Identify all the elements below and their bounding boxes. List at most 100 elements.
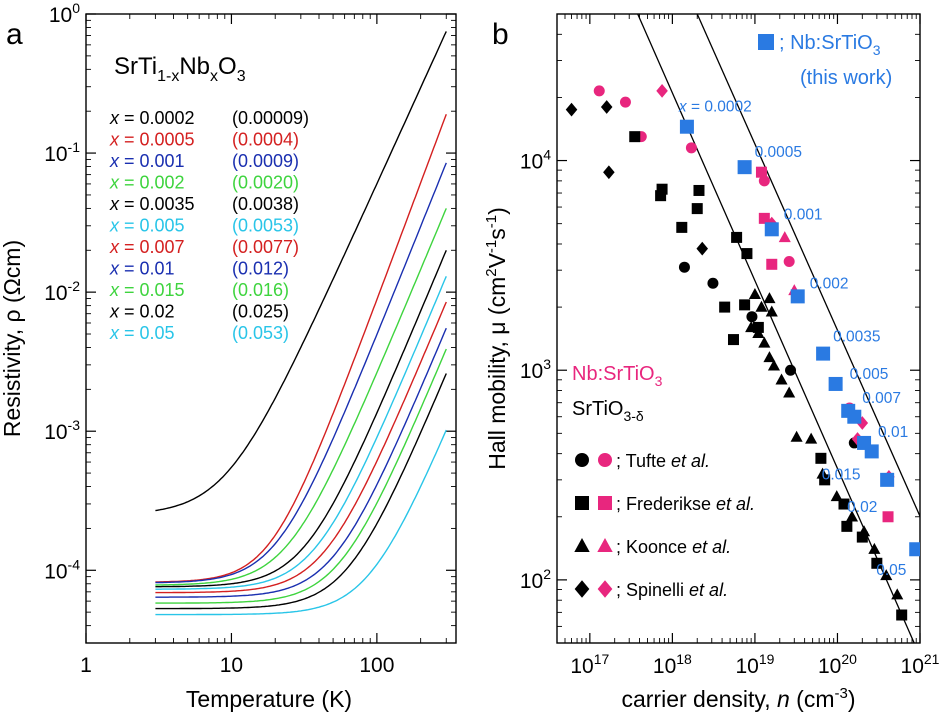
legend-entry: x = 0.0002	[109, 108, 195, 128]
data-point-black-triangle	[783, 386, 796, 398]
panel-label-b: b	[492, 18, 509, 51]
compound-formula: SrTi1-xNbxO3	[114, 53, 246, 85]
legend-entry: x = 0.015	[109, 280, 185, 300]
data-point-pink-diamond	[656, 83, 668, 98]
data-point-black-triangle	[845, 510, 859, 522]
legend-measured: (0.053)	[232, 323, 289, 343]
plot-frame-b	[556, 13, 921, 644]
legend-measured: (0.025)	[232, 302, 289, 322]
data-point-black-triangle	[775, 373, 788, 385]
legend-measured: (0.0053)	[232, 216, 299, 236]
x-axis-label-a: Temperature (K)	[186, 686, 352, 712]
data-point-this-work	[847, 409, 862, 424]
legend-entry: x = 0.0005	[109, 130, 195, 150]
y-tick-label: 104	[520, 147, 551, 174]
x-tick-label: 1018	[653, 651, 692, 678]
legend-measured: (0.0038)	[232, 194, 299, 214]
data-point-pink-circle	[593, 85, 605, 97]
data-point-this-work	[880, 472, 895, 487]
data-point-black-triangle	[745, 321, 758, 333]
data-point-black-diamond	[600, 100, 613, 114]
data-point-black-circle	[678, 261, 690, 273]
fit-line	[637, 14, 915, 643]
y-tick-label: 103	[520, 356, 551, 383]
point-annotation: 0.05	[876, 562, 906, 579]
data-point-black-square	[838, 498, 850, 510]
data-point-this-work	[828, 376, 843, 391]
data-point-black-square	[656, 183, 668, 195]
point-annotation: 0.005	[850, 366, 889, 383]
data-point-pink-circle	[685, 142, 697, 154]
legend-measured: (0.00009)	[232, 108, 309, 128]
label-srtio3-delta: SrTiO3-δ	[572, 398, 644, 424]
data-point-black-circle	[785, 364, 797, 376]
data-point-black-square	[691, 203, 703, 215]
resistivity-curve	[155, 301, 447, 594]
panel-a: 1 10 100 100 10-1 10-2 10-3 10-4 a SrTi1-xNbxO3 x …	[0, 0, 457, 712]
legend-reference: ; Tufte et al.	[616, 451, 710, 471]
x-tick-label: 1	[80, 654, 92, 677]
x-tick-label: 1017	[570, 651, 609, 678]
data-point-black-triangle	[748, 288, 761, 300]
x-tick-label: 100	[359, 654, 394, 677]
point-annotation: 0.0005	[755, 144, 802, 161]
resistivity-curve	[155, 348, 447, 604]
data-layer	[565, 14, 920, 643]
data-point-pink-square	[758, 212, 770, 224]
point-annotation: 0.02	[847, 499, 877, 516]
legend-entry: x = 0.002	[109, 173, 185, 193]
legend-marker-black	[575, 496, 589, 510]
data-point-black-square	[871, 557, 883, 569]
data-point-black-triangle	[763, 351, 776, 363]
data-point-black-square	[815, 452, 827, 464]
resistivity-curve	[155, 250, 447, 588]
data-point-pink-square	[755, 166, 767, 178]
data-point-black-triangle	[767, 359, 780, 371]
data-point-black-triangle	[758, 336, 771, 348]
data-point-black-square	[727, 334, 739, 346]
data-point-black-square	[856, 531, 868, 543]
data-point-this-work	[737, 160, 752, 175]
panel-label-a: a	[6, 18, 23, 51]
data-point-black-triangle	[858, 525, 871, 537]
legend-entry: x = 0.05	[109, 323, 175, 343]
point-annotation: 0.007	[862, 390, 901, 407]
legend-reference: ; Spinelli et al.	[616, 580, 728, 600]
fit-line	[696, 14, 920, 518]
data-point-this-work	[764, 222, 779, 237]
legend-entry: x = 0.02	[109, 302, 175, 322]
point-annotation: 0.002	[810, 275, 849, 292]
data-point-black-triangle	[763, 292, 776, 304]
label-nb-srtio3: Nb:SrTiO3	[572, 363, 663, 389]
legend-marker-pink	[597, 537, 613, 552]
y-axis-label-a: Resistivity, ρ (Ωcm)	[0, 240, 25, 437]
data-point-black-diamond	[565, 102, 578, 117]
resistivity-curve	[155, 208, 447, 586]
legend-marker-pink	[598, 496, 612, 510]
legend-measured: (0.0004)	[232, 130, 299, 150]
x-tick-label: 10	[220, 654, 243, 677]
legend-measured: (0.0009)	[232, 151, 299, 171]
legend-entry: x = 0.0035	[109, 194, 195, 214]
y-tick-label: 10-4	[44, 556, 80, 583]
point-annotation: 0.015	[822, 466, 861, 483]
data-point-pink-circle	[619, 96, 631, 108]
legend-measured: (0.016)	[232, 280, 289, 300]
legend-measured: (0.012)	[232, 259, 289, 279]
legend-measured: (0.0077)	[232, 237, 299, 257]
y-tick-label: 10-1	[44, 139, 80, 166]
data-point-this-work	[679, 119, 694, 134]
data-point-black-triangle	[752, 326, 765, 338]
data-point-black-circle	[707, 277, 719, 289]
data-point-this-work	[790, 289, 805, 304]
data-point-black-triangle	[880, 569, 893, 581]
data-point-black-square	[841, 520, 853, 532]
panel-b: 1017 1018 1019 1020 1021 104 103 102 x = 0.0002 0…	[483, 13, 940, 712]
resistivity-curve	[155, 162, 447, 584]
data-point-this-work	[864, 444, 879, 459]
data-point-black-diamond	[603, 165, 615, 180]
data-point-black-diamond	[696, 241, 709, 256]
x-tick-label: 1019	[735, 651, 774, 678]
legend-marker-black	[574, 580, 590, 598]
